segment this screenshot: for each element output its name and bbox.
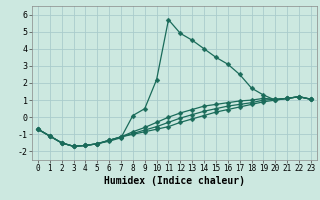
X-axis label: Humidex (Indice chaleur): Humidex (Indice chaleur) (104, 176, 245, 186)
